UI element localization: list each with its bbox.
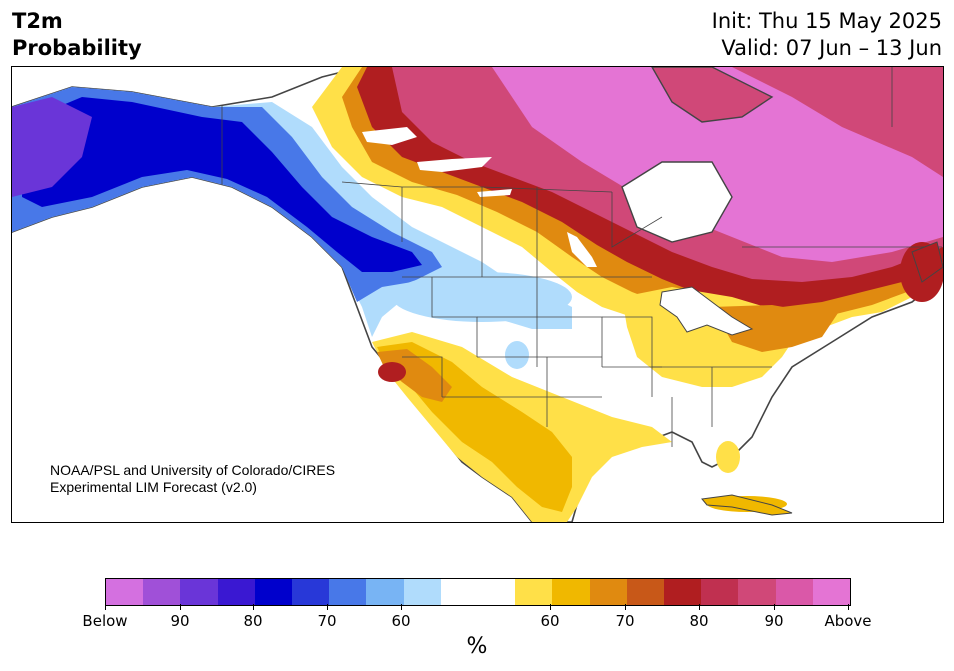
colorbar-tick-mark — [180, 604, 181, 610]
credit-line2: Experimental LIM Forecast (v2.0) — [50, 479, 257, 495]
below-normal-zone-alaska — [12, 97, 92, 197]
colorbar-swatch — [626, 579, 665, 605]
title-variable: T2m — [12, 9, 63, 33]
above-normal-zone-southwest-3 — [377, 349, 452, 402]
arctic-islands — [651, 67, 774, 123]
lake-winnipeg — [567, 232, 597, 267]
colorbar-unit: % — [466, 634, 488, 659]
colorbar-swatch — [366, 579, 404, 605]
colorbar-tick-label: 70 — [615, 612, 635, 630]
colorbar-swatch — [515, 579, 553, 605]
below-normal-blob-west — [392, 272, 572, 322]
colorbar-swatch — [292, 579, 330, 605]
valid-dates: Valid: 07 Jun – 13 Jun — [721, 36, 942, 60]
colorbar-swatch — [738, 579, 776, 605]
hudson-bay — [621, 161, 733, 243]
colorbar-tick-label: 60 — [540, 612, 560, 630]
colorbar-swatch — [812, 579, 851, 605]
colorbar-tick-label: 80 — [243, 612, 263, 630]
map-canvas: NOAA/PSL and University of Colorado/CIRE… — [12, 67, 943, 522]
colorbar-swatch — [403, 579, 441, 605]
political-boundaries — [221, 67, 942, 447]
cuba — [701, 494, 793, 516]
colorbar-swatch — [701, 579, 739, 605]
colorbar-tick-mark — [105, 604, 106, 610]
credit-line1: NOAA/PSL and University of Colorado/CIRE… — [50, 462, 335, 478]
lake-athabasca — [477, 189, 512, 197]
colorbar-swatch — [106, 579, 144, 605]
colorbar-tick-mark — [699, 604, 700, 610]
colorbar-swatch — [478, 579, 516, 605]
above-normal-zone-core — [492, 67, 943, 262]
colorbar — [105, 578, 851, 606]
great-bear-lake — [362, 127, 417, 145]
colorbar-tick-mark — [253, 604, 254, 610]
great-slave-lake — [417, 157, 492, 172]
colorbar-tick-label: Above — [824, 612, 872, 630]
colorbar-tick-mark — [327, 604, 328, 610]
colorbar-swatch — [143, 579, 181, 605]
colorbar-tick-mark — [774, 604, 775, 610]
colorbar-tick-label: 60 — [391, 612, 411, 630]
colorbar-tick-label: Below — [82, 612, 128, 630]
colorbar-swatch — [440, 579, 479, 605]
forecast-map: NOAA/PSL and University of Colorado/CIRE… — [11, 66, 944, 523]
colorbar-swatch — [589, 579, 627, 605]
colorbar-swatch — [254, 579, 293, 605]
colorbar-tick-label: 70 — [317, 612, 337, 630]
above-normal-florida — [716, 441, 740, 473]
above-normal-zone-east-2 — [712, 305, 842, 352]
below-normal-zone-core — [22, 97, 422, 272]
colorbar-swatch — [664, 579, 702, 605]
colorbar-swatch — [775, 579, 813, 605]
below-normal-blob-plains — [505, 341, 529, 369]
title-quantity: Probability — [12, 36, 142, 60]
great-lakes — [659, 286, 754, 336]
colorbar-swatch — [180, 579, 218, 605]
colorbar-swatch — [217, 579, 255, 605]
colorbar-tick-label: 80 — [689, 612, 709, 630]
above-normal-hotspot-california — [378, 362, 406, 382]
colorbar-tick-label: 90 — [170, 612, 190, 630]
colorbar-swatch — [329, 579, 367, 605]
colorbar-tick-mark — [550, 604, 551, 610]
colorbar-tick-mark — [848, 604, 849, 610]
colorbar-tick-mark — [625, 604, 626, 610]
map-title: T2m Probability — [12, 8, 142, 62]
newfoundland — [911, 241, 943, 283]
init-date: Init: Thu 15 May 2025 — [711, 9, 942, 33]
colorbar-swatch — [552, 579, 590, 605]
colorbar-tick-label: 90 — [764, 612, 784, 630]
colorbar-tick-mark — [401, 604, 402, 610]
forecast-dates: Init: Thu 15 May 2025 Valid: 07 Jun – 13… — [712, 8, 942, 62]
